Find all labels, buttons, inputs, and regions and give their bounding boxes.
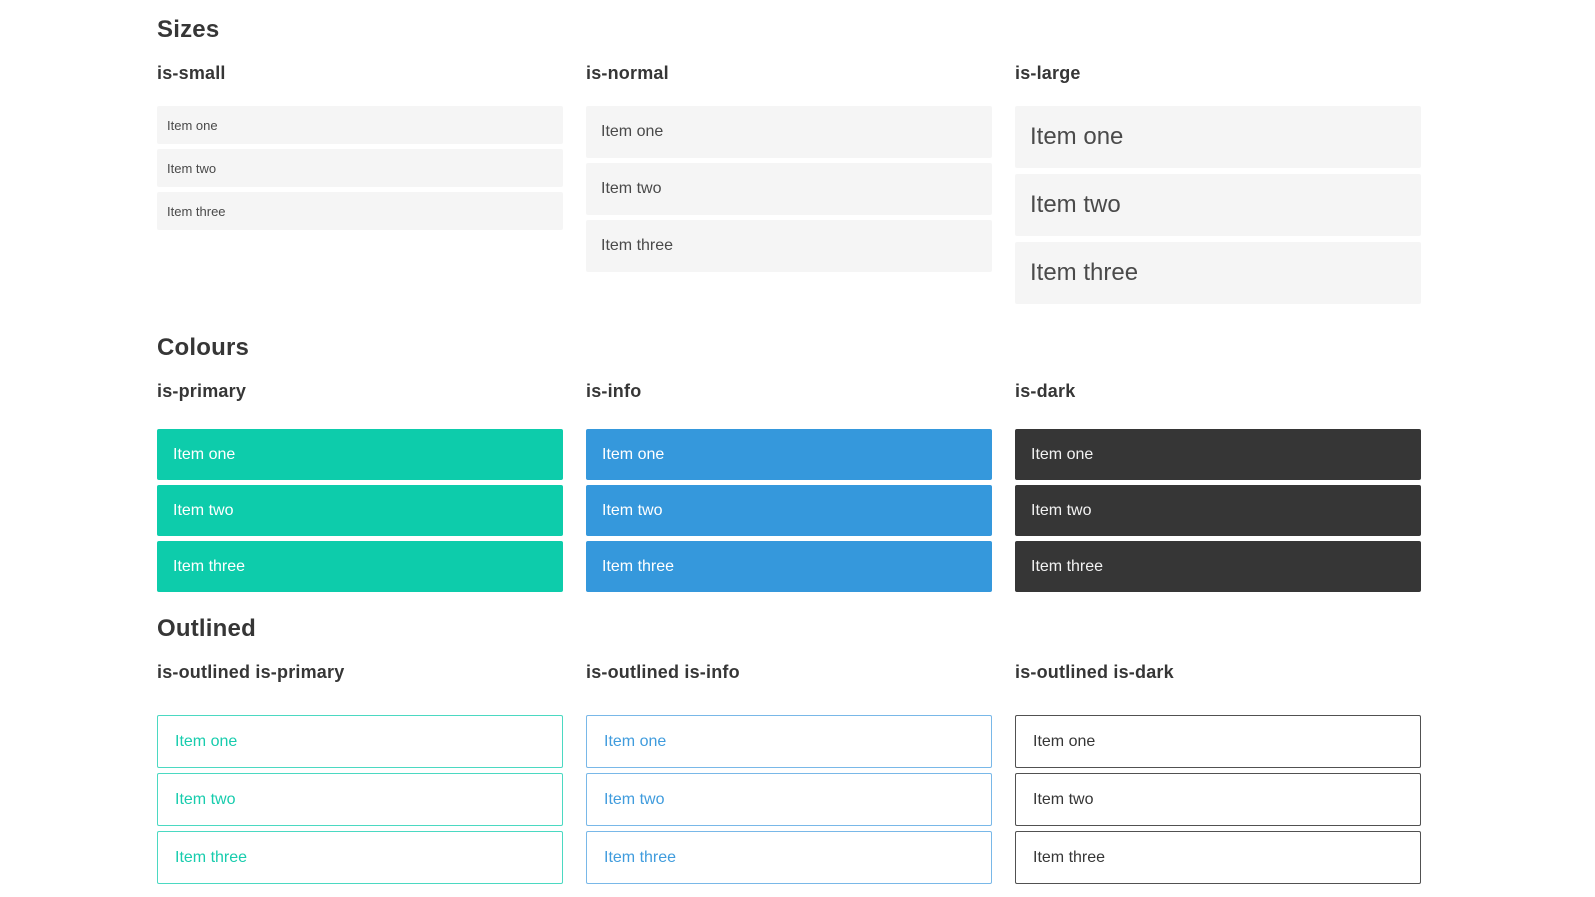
list-item[interactable]: Item one <box>157 429 563 480</box>
list-item[interactable]: Item one <box>1015 106 1421 168</box>
section-title: Outlined <box>157 615 256 642</box>
list-item[interactable]: Item two <box>586 163 992 215</box>
list-item[interactable]: Item three <box>1015 242 1421 304</box>
list-item[interactable]: Item one <box>1015 429 1421 480</box>
variant-column-is-dark: is-dark Item one Item two Item three <box>1015 378 1421 597</box>
list-item[interactable]: Item two <box>586 485 992 536</box>
variant-column-is-large: is-large Item one Item two Item three <box>1015 60 1421 310</box>
item-list: Item one Item two Item three <box>586 715 992 884</box>
list-item[interactable]: Item three <box>157 541 563 592</box>
section-title: Colours <box>157 334 250 361</box>
list-item[interactable]: Item two <box>1015 485 1421 536</box>
variant-column-is-primary: is-primary Item one Item two Item three <box>157 378 563 597</box>
list-item[interactable]: Item two <box>157 773 563 826</box>
item-list: Item one Item two Item three <box>157 715 563 884</box>
variant-label: is-info <box>586 381 642 401</box>
section-sizes: Sizes is-small Item one Item two Item th… <box>157 15 1595 310</box>
list-item[interactable]: Item three <box>157 831 563 884</box>
item-list: Item one Item two Item three <box>157 106 563 230</box>
list-item[interactable]: Item one <box>586 429 992 480</box>
variant-column-outlined-primary: is-outlined is-primary Item one Item two… <box>157 659 563 889</box>
variant-label: is-small <box>157 63 226 83</box>
list-item[interactable]: Item one <box>157 106 563 144</box>
variant-row: is-outlined is-primary Item one Item two… <box>157 659 1595 889</box>
section-title: Sizes <box>157 16 220 43</box>
variant-label: is-outlined is-info <box>586 662 740 682</box>
item-list: Item one Item two Item three <box>1015 715 1421 884</box>
list-item[interactable]: Item three <box>157 192 563 230</box>
variant-label: is-dark <box>1015 381 1076 401</box>
variant-column-outlined-info: is-outlined is-info Item one Item two It… <box>586 659 992 889</box>
variant-row: is-small Item one Item two Item three is… <box>157 60 1595 310</box>
list-item[interactable]: Item two <box>1015 773 1421 826</box>
variant-label: is-normal <box>586 63 669 83</box>
variant-label: is-outlined is-dark <box>1015 662 1174 682</box>
variant-label: is-primary <box>157 381 247 401</box>
list-item[interactable]: Item three <box>1015 831 1421 884</box>
variant-column-is-small: is-small Item one Item two Item three <box>157 60 563 235</box>
list-item[interactable]: Item three <box>586 220 992 272</box>
list-item[interactable]: Item one <box>1015 715 1421 768</box>
list-item[interactable]: Item three <box>1015 541 1421 592</box>
section-outlined: Outlined is-outlined is-primary Item one… <box>157 614 1595 889</box>
item-list: Item one Item two Item three <box>586 429 992 592</box>
variant-label: is-outlined is-primary <box>157 662 345 682</box>
list-item[interactable]: Item two <box>586 773 992 826</box>
variant-column-is-normal: is-normal Item one Item two Item three <box>586 60 992 277</box>
section-colours: Colours is-primary Item one Item two Ite… <box>157 333 1595 597</box>
list-item[interactable]: Item two <box>157 485 563 536</box>
item-list: Item one Item two Item three <box>1015 106 1421 304</box>
list-item[interactable]: Item three <box>586 541 992 592</box>
list-item[interactable]: Item three <box>586 831 992 884</box>
list-item[interactable]: Item one <box>157 715 563 768</box>
variant-label: is-large <box>1015 63 1081 83</box>
variant-row: is-primary Item one Item two Item three … <box>157 378 1595 597</box>
variant-column-outlined-dark: is-outlined is-dark Item one Item two It… <box>1015 659 1421 889</box>
variant-column-is-info: is-info Item one Item two Item three <box>586 378 992 597</box>
list-item[interactable]: Item one <box>586 715 992 768</box>
item-list: Item one Item two Item three <box>586 106 992 272</box>
list-item[interactable]: Item two <box>1015 174 1421 236</box>
item-list: Item one Item two Item three <box>1015 429 1421 592</box>
list-item[interactable]: Item one <box>586 106 992 158</box>
item-list: Item one Item two Item three <box>157 429 563 592</box>
list-item[interactable]: Item two <box>157 149 563 187</box>
